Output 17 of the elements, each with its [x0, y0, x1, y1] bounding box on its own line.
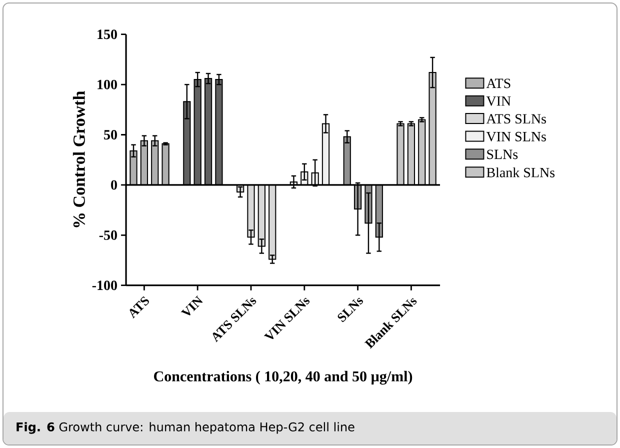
- legend-label: Blank SLNs: [486, 167, 555, 178]
- x-tick-label: VIN: [180, 295, 203, 316]
- y-tick-label: -100: [92, 280, 117, 290]
- legend-label: ATS: [486, 78, 510, 88]
- y-tick-label: 0: [111, 180, 117, 190]
- y-tick-label: 100: [98, 80, 117, 90]
- text: Fig. 6 Growth curve: human hepatoma Hep-G2 cell line: [16, 422, 354, 434]
- legend-label: VIN SLNs: [486, 132, 546, 142]
- legend-label: VIN: [486, 96, 511, 106]
- x-axis-title: Concentrations ( 10,20, 40 and 50 µg/ml): [154, 370, 412, 385]
- y-tick-label: 50: [104, 130, 117, 140]
- x-tick-label: ATS: [130, 296, 149, 319]
- y-tick-label: 150: [98, 30, 117, 40]
- y-axis-title: % Control Growth: [72, 91, 85, 228]
- y-tick-label: -50: [99, 230, 117, 240]
- legend-label: SLNs: [487, 150, 518, 160]
- legend-label: ATS SLNs: [486, 114, 546, 124]
